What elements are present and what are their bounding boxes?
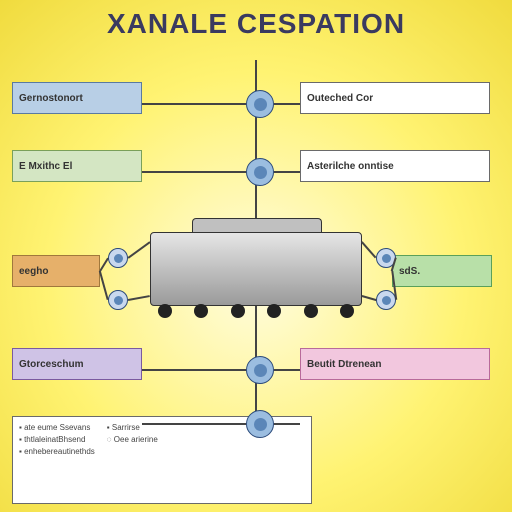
connector-line <box>142 423 246 425</box>
caption-column-1: ate eume Ssevans thtlaleinatBhsend enheber… <box>19 423 95 497</box>
side-node <box>376 290 396 310</box>
caption-column-2: SarrirseOee arierine <box>107 423 158 497</box>
diagram-title: XANALE CESPATION <box>0 8 512 40</box>
diagram-box-label: Gernostonort <box>19 93 83 104</box>
diagram-canvas: XANALE CESPATION ate eume Ssevans thtlale… <box>0 0 512 512</box>
connector-line <box>274 171 300 173</box>
diagram-box-label: Gtorceschum <box>19 359 83 370</box>
diagram-box: E Mxithc El <box>12 150 142 182</box>
diagram-box-label: Asterilche onntise <box>307 161 394 172</box>
side-node <box>108 290 128 310</box>
diagram-box-label: Outeched Cor <box>307 93 373 104</box>
central-unit-wheel <box>158 304 172 318</box>
connector-line <box>142 103 246 105</box>
diagram-box: Outeched Cor <box>300 82 490 114</box>
caption-item: ate eume Ssevans <box>19 423 95 432</box>
connector-line <box>274 423 300 425</box>
caption-item: thtlaleinatBhsend <box>19 435 95 444</box>
connector-line <box>128 295 150 300</box>
connector-line <box>362 295 376 300</box>
diagram-box: Asterilche onntise <box>300 150 490 182</box>
hub-node <box>246 410 274 438</box>
connector-line <box>274 103 300 105</box>
central-unit-wheel <box>304 304 318 318</box>
hub-node <box>246 158 274 186</box>
connector-line <box>99 258 108 272</box>
connector-line <box>274 369 300 371</box>
diagram-box-label: eegho <box>19 266 48 277</box>
side-node <box>108 248 128 268</box>
connector-line <box>128 241 151 258</box>
diagram-box: Beutit Dtrenean <box>300 348 490 380</box>
caption-item: enhebereautinethds <box>19 447 95 456</box>
diagram-box-label: Beutit Dtrenean <box>307 359 381 370</box>
connector-line <box>142 369 246 371</box>
central-unit-wheel <box>267 304 281 318</box>
central-unit <box>150 232 362 306</box>
central-unit-body <box>150 232 362 306</box>
central-unit-wheel <box>231 304 245 318</box>
diagram-box: Gernostonort <box>12 82 142 114</box>
central-unit-wheel <box>194 304 208 318</box>
diagram-box: eegho <box>12 255 100 287</box>
diagram-box: Gtorceschum <box>12 348 142 380</box>
diagram-box-label: sdS. <box>399 266 420 277</box>
central-unit-roof <box>192 218 321 233</box>
central-unit-wheel <box>340 304 354 318</box>
hub-node <box>246 90 274 118</box>
connector-line <box>361 242 376 259</box>
caption-item: Oee arierine <box>107 435 158 444</box>
diagram-box-label: E Mxithc El <box>19 161 72 172</box>
connector-line <box>99 271 108 300</box>
connector-line <box>142 171 246 173</box>
diagram-box: sdS. <box>392 255 492 287</box>
hub-node <box>246 356 274 384</box>
